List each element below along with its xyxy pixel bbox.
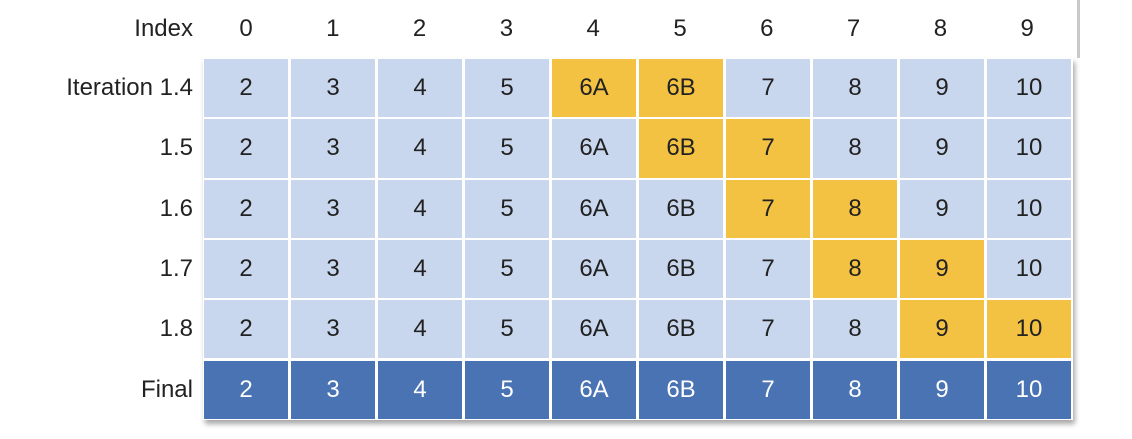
index-header-label: Index — [134, 15, 193, 42]
index-cell-3: 3 — [499, 15, 514, 42]
row-label-4: 1.8 — [159, 315, 193, 343]
cell-r1-c0: 2 — [203, 118, 289, 179]
cell-r0-c4: 6A — [551, 58, 637, 119]
row-label-2: 1.6 — [159, 194, 193, 222]
index-cell-6: 6 — [760, 15, 774, 42]
cell-r4-c2: 4 — [377, 299, 463, 360]
cell-r2-c7: 8 — [812, 178, 898, 239]
cell-r4-c1: 3 — [290, 299, 376, 360]
cell-r2-c4: 6A — [551, 178, 637, 239]
cell-r1-c4: 6A — [551, 118, 637, 179]
cell-r5-c0: 2 — [203, 359, 289, 420]
cell-r5-c3: 5 — [464, 359, 550, 420]
cell-r0-c5: 6B — [638, 58, 724, 119]
cell-r0-c7: 8 — [812, 58, 898, 119]
cell-r4-c6: 7 — [725, 299, 811, 360]
cell-r4-c9: 10 — [986, 299, 1072, 360]
cell-r1-c1: 3 — [290, 118, 376, 179]
cell-r0-c1: 3 — [290, 58, 376, 119]
cell-r1-c6: 7 — [725, 118, 811, 179]
cell-r5-c7: 8 — [812, 359, 898, 420]
cell-r5-c6: 7 — [725, 359, 811, 420]
cell-r5-c5: 6B — [638, 359, 724, 420]
cell-r4-c0: 2 — [203, 299, 289, 360]
cell-r1-c7: 8 — [812, 118, 898, 179]
cell-r4-c8: 9 — [899, 299, 985, 360]
index-cell-0: 0 — [239, 15, 253, 42]
index-cell-8: 8 — [933, 15, 948, 42]
cell-r5-c4: 6A — [551, 359, 637, 420]
cell-r0-c9: 10 — [986, 58, 1072, 119]
cell-r1-c5: 6B — [638, 118, 724, 179]
cell-r2-c9: 10 — [986, 178, 1072, 239]
index-cell-7: 7 — [846, 15, 861, 42]
cell-r0-c0: 2 — [203, 58, 289, 119]
index-cell-4: 4 — [586, 15, 600, 42]
cell-r4-c4: 6A — [551, 299, 637, 360]
row-label-5: Final — [140, 375, 193, 403]
cell-r2-c5: 6B — [638, 178, 724, 239]
cell-r3-c5: 6B — [638, 238, 724, 300]
cell-r3-c2: 4 — [377, 238, 463, 300]
cell-r5-c8: 9 — [899, 359, 985, 420]
cell-r0-c8: 9 — [899, 58, 985, 119]
cell-r0-c6: 7 — [725, 58, 811, 119]
cell-r1-c9: 10 — [986, 118, 1072, 179]
index-cell-1: 1 — [326, 15, 340, 42]
array-grid: 2 3 4 5 6A 6B 7 8 9 10 2 3 4 5 6A 6B 7 8 9 10 2 3 4 5 6A 6B 7 8 9 10 2… — [203, 0, 1080, 420]
cell-r1-c2: 4 — [377, 118, 463, 179]
index-cell-9: 9 — [1020, 15, 1034, 42]
cell-r3-c4: 6A — [551, 238, 637, 300]
cell-r3-c0: 2 — [203, 238, 289, 300]
cell-r5-c1: 3 — [290, 359, 376, 420]
index-header-row: Index 0 1 2 3 4 5 6 7 8 9 — [0, 0, 1132, 58]
cell-r5-c2: 4 — [377, 359, 463, 420]
cell-r5-c9: 10 — [986, 359, 1072, 420]
row-label-3: 1.7 — [159, 254, 193, 282]
grid-edge-divider — [1077, 0, 1080, 58]
cell-r4-c5: 6B — [638, 299, 724, 360]
cell-r3-c6: 7 — [725, 238, 811, 300]
cell-r1-c3: 5 — [464, 118, 550, 179]
cell-r1-c8: 9 — [899, 118, 985, 179]
index-cell-5: 5 — [673, 15, 687, 42]
cell-r2-c3: 5 — [464, 178, 550, 239]
cell-r2-c0: 2 — [203, 178, 289, 239]
cell-r4-c7: 8 — [812, 299, 898, 360]
index-cell-2: 2 — [412, 15, 427, 42]
cell-r4-c3: 5 — [464, 299, 550, 360]
cell-r2-c6: 7 — [725, 178, 811, 239]
cell-r0-c3: 5 — [464, 58, 550, 119]
cell-r3-c8: 9 — [899, 238, 985, 300]
cell-r0-c2: 4 — [377, 58, 463, 119]
cell-r3-c7: 8 — [812, 238, 898, 300]
cell-r2-c8: 9 — [899, 178, 985, 239]
cell-r2-c1: 3 — [290, 178, 376, 239]
row-label-0: Iteration 1.4 — [66, 74, 193, 101]
row-label-1: 1.5 — [159, 134, 193, 162]
cell-r3-c9: 10 — [986, 238, 1072, 300]
cell-r3-c3: 5 — [464, 238, 550, 300]
cell-r3-c1: 3 — [290, 238, 376, 300]
cell-r2-c2: 4 — [377, 178, 463, 239]
